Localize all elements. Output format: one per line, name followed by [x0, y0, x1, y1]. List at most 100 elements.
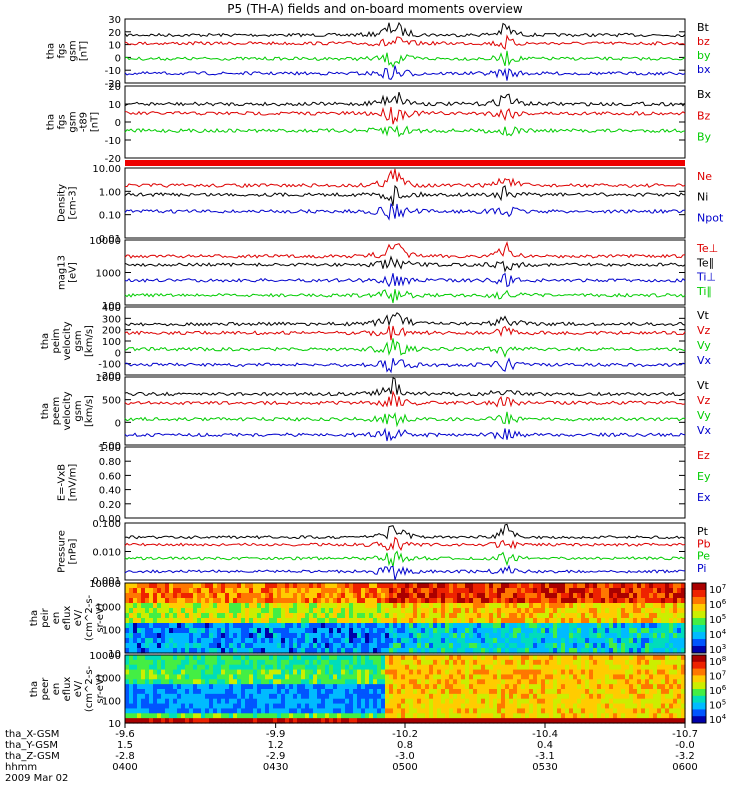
heatmap-cell — [601, 638, 606, 644]
heatmap-cell — [657, 638, 662, 644]
heatmap-cell — [669, 689, 674, 695]
heatmap-cell — [417, 593, 422, 599]
heatmap-cell — [501, 679, 506, 685]
heatmap-cell — [453, 588, 458, 594]
heatmap-cell — [553, 713, 558, 719]
heatmap-cell — [353, 603, 358, 609]
heatmap-cell — [465, 713, 470, 719]
heatmap-cell — [309, 623, 314, 629]
heatmap-cell — [441, 708, 446, 714]
heatmap-cell — [657, 583, 662, 589]
heatmap-cell — [433, 718, 438, 724]
heatmap-cell — [365, 698, 370, 705]
heatmap-cell — [481, 708, 486, 714]
heatmap-cell — [453, 689, 458, 695]
heatmap-cell — [589, 679, 594, 685]
heatmap-cell — [133, 698, 138, 705]
heatmap-cell — [277, 698, 282, 705]
heatmap-cell — [673, 598, 678, 604]
heatmap-cell — [205, 708, 210, 714]
heatmap-cell — [529, 613, 534, 619]
heatmap-cell — [233, 703, 238, 710]
heatmap-cell — [593, 655, 598, 661]
heatmap-cell — [625, 618, 630, 624]
heatmap-cell — [365, 693, 370, 700]
heatmap-cell — [149, 608, 154, 614]
heatmap-cell — [665, 703, 670, 710]
heatmap-cell — [381, 613, 386, 619]
heatmap-cell — [205, 713, 210, 719]
heatmap-cell — [645, 613, 650, 619]
heatmap-cell — [441, 674, 446, 680]
heatmap-cell — [257, 598, 262, 604]
heatmap-cell — [497, 623, 502, 629]
heatmap-cell — [177, 713, 182, 719]
heatmap-cell — [257, 669, 262, 676]
heatmap-cell — [193, 655, 198, 661]
heatmap-cell — [453, 684, 458, 690]
heatmap-cell — [197, 669, 202, 676]
heatmap-cell — [353, 674, 358, 680]
heatmap-cell — [173, 603, 178, 609]
heatmap-cell — [181, 674, 186, 680]
heatmap-cell — [137, 703, 142, 710]
heatmap-cell — [477, 664, 482, 671]
heatmap-cell — [549, 588, 554, 594]
heatmap-cell — [541, 618, 546, 624]
heatmap-cell — [369, 664, 374, 671]
heatmap-cell — [605, 718, 610, 724]
heatmap-cell — [677, 684, 682, 690]
heatmap-cell — [505, 669, 510, 676]
heatmap-cell — [609, 689, 614, 695]
heatmap-cell — [153, 689, 158, 695]
heatmap-cell — [377, 628, 382, 634]
heatmap-cell — [573, 655, 578, 661]
heatmap-cell — [481, 633, 486, 639]
heatmap-cell — [677, 674, 682, 680]
colorbar-segment — [692, 655, 706, 663]
heatmap-cell — [365, 664, 370, 671]
heatmap-cell — [441, 684, 446, 690]
heatmap-cell — [597, 608, 602, 614]
heatmap-cell — [645, 593, 650, 599]
heatmap-cell — [573, 689, 578, 695]
heatmap-cell — [237, 693, 242, 700]
heatmap-cell — [237, 689, 242, 695]
heatmap-cell — [157, 674, 162, 680]
heatmap-cell — [297, 608, 302, 614]
heatmap-cell — [477, 698, 482, 705]
heatmap-cell — [469, 659, 474, 666]
heatmap-cell — [285, 698, 290, 705]
heatmap-cell — [481, 718, 486, 724]
heatmap-cell — [473, 679, 478, 685]
heatmap-cell — [633, 703, 638, 710]
heatmap-cell — [433, 713, 438, 719]
heatmap-cell — [245, 638, 250, 644]
heatmap-cell — [137, 708, 142, 714]
heatmap-cell — [449, 628, 454, 634]
heatmap-cell — [405, 679, 410, 685]
heatmap-cell — [401, 643, 406, 649]
heatmap-cell — [429, 598, 434, 604]
heatmap-cell — [437, 618, 442, 624]
heatmap-cell — [309, 679, 314, 685]
heatmap-cell — [605, 703, 610, 710]
heatmap-cell — [197, 648, 202, 654]
heatmap-cell — [465, 623, 470, 629]
heatmap-cell — [509, 638, 514, 644]
series-line-red — [124, 241, 686, 259]
heatmap-cell — [681, 703, 686, 710]
heatmap-cell — [365, 655, 370, 661]
heatmap-cell — [493, 583, 498, 589]
heatmap-cell — [525, 664, 530, 671]
heatmap-cell — [581, 659, 586, 666]
heatmap-cell — [393, 598, 398, 604]
heatmap-cell — [589, 613, 594, 619]
heatmap-cell — [617, 703, 622, 710]
heatmap-cell — [489, 689, 494, 695]
heatmap-cell — [653, 669, 658, 676]
heatmap-cell — [529, 588, 534, 594]
heatmap-cell — [193, 618, 198, 624]
heatmap-cell — [625, 613, 630, 619]
